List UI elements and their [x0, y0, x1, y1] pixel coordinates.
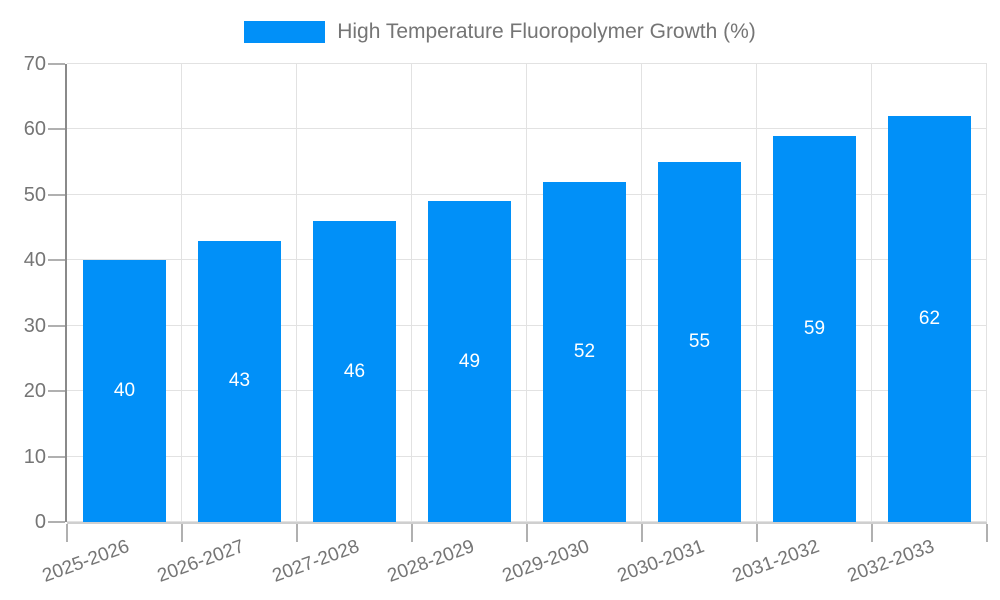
- x-axis-tick-label: 2026-2027: [154, 536, 247, 587]
- legend[interactable]: High Temperature Fluoropolymer Growth (%…: [0, 21, 1000, 43]
- gridline-horizontal: [67, 521, 987, 522]
- gridline-horizontal: [67, 324, 987, 326]
- gridline-vertical: [756, 64, 757, 522]
- bar-value-label: 40: [113, 380, 136, 402]
- gridline-vertical: [871, 64, 872, 522]
- bar-value-label: 62: [918, 308, 941, 330]
- y-axis-tick-label: 50: [23, 183, 46, 206]
- bar-value-label: 55: [688, 331, 711, 353]
- y-axis-tick: [48, 324, 65, 327]
- x-axis-tick-label: 2027-2028: [269, 536, 362, 587]
- gridline-horizontal: [67, 128, 987, 130]
- bar[interactable]: 40: [83, 260, 166, 522]
- bar[interactable]: 52: [543, 181, 626, 522]
- y-axis-tick: [48, 259, 65, 262]
- bar[interactable]: 49: [428, 201, 511, 522]
- y-axis-tick: [48, 193, 65, 196]
- gridline-vertical: [986, 64, 987, 522]
- bar-value-label: 49: [458, 350, 481, 372]
- gridline-horizontal: [67, 63, 987, 64]
- legend-label: High Temperature Fluoropolymer Growth (%…: [337, 20, 756, 43]
- y-axis-tick-label: 10: [23, 445, 46, 468]
- gridline-vertical: [641, 64, 642, 522]
- x-axis-tick: [181, 524, 183, 542]
- x-axis-line: [67, 522, 987, 524]
- bar-value-label: 43: [228, 370, 251, 392]
- bar-value-label: 59: [803, 317, 826, 339]
- gridline-vertical: [526, 64, 527, 522]
- x-axis-tick: [756, 524, 758, 542]
- x-axis-tick-label: 2029-2030: [499, 536, 592, 587]
- bar[interactable]: 43: [198, 240, 281, 522]
- y-axis-tick-label: 60: [23, 118, 46, 141]
- y-axis-tick: [48, 390, 65, 393]
- x-axis-tick: [871, 524, 873, 542]
- bar-value-label: 46: [343, 360, 366, 382]
- bar-value-label: 52: [573, 340, 596, 362]
- bar[interactable]: 55: [658, 162, 741, 522]
- bar[interactable]: 62: [888, 116, 971, 522]
- gridline-horizontal: [67, 193, 987, 195]
- x-axis-tick: [986, 524, 988, 542]
- x-axis-tick-label: 2030-2031: [614, 536, 707, 587]
- plot-area: 0 10 20 30 40 50 60 70 40 2025-2026 43 2026-2027 46 2…: [24, 53, 988, 587]
- y-axis-tick-label: 30: [23, 314, 46, 337]
- gridline-vertical: [411, 64, 412, 522]
- bar[interactable]: 46: [313, 221, 396, 522]
- x-axis-tick: [411, 524, 413, 542]
- x-axis-tick-label: 2025-2026: [39, 536, 132, 587]
- x-axis-tick: [296, 524, 298, 542]
- gridline-horizontal: [67, 455, 987, 457]
- x-axis-tick: [66, 524, 68, 542]
- x-axis-tick: [641, 524, 643, 542]
- y-axis-tick: [48, 521, 65, 523]
- y-axis-tick: [48, 128, 65, 131]
- y-axis-tick-label: 70: [23, 53, 46, 75]
- x-axis-tick-label: 2031-2032: [729, 536, 822, 587]
- x-axis-tick: [526, 524, 528, 542]
- y-axis-tick-label: 20: [23, 380, 46, 403]
- y-axis-tick-label: 0: [34, 511, 46, 533]
- gridline-horizontal: [67, 259, 987, 261]
- bar[interactable]: 59: [773, 135, 856, 522]
- y-axis-tick: [48, 63, 65, 65]
- y-axis-tick-label: 40: [23, 249, 46, 272]
- y-axis-tick: [48, 455, 65, 458]
- legend-swatch[interactable]: [244, 21, 326, 43]
- gridline-vertical: [296, 64, 297, 522]
- x-axis-tick-label: 2028-2029: [384, 536, 477, 587]
- gridline-horizontal: [67, 390, 987, 392]
- x-axis-tick-label: 2032-2033: [844, 536, 937, 587]
- gridline-vertical: [181, 64, 182, 522]
